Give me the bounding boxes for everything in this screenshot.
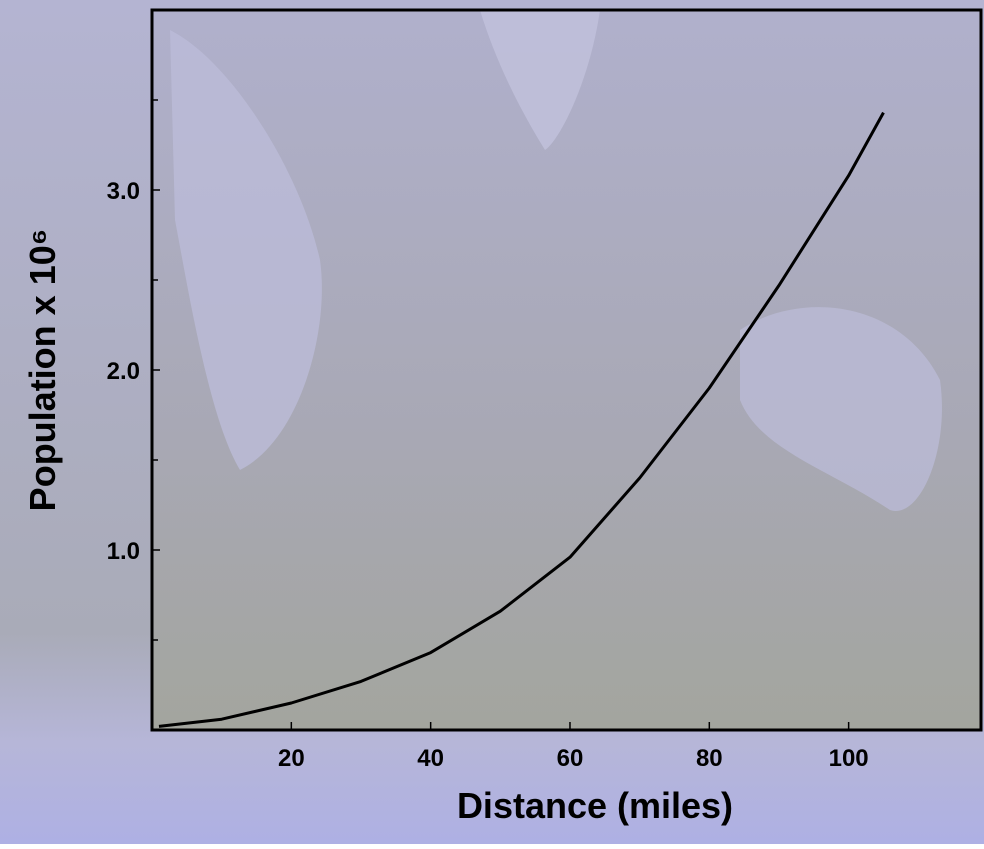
y-tick-label: 3.0 [107, 178, 140, 205]
y-axis-label: Population x 10⁶ [22, 229, 63, 512]
x-tick-label: 40 [417, 745, 444, 772]
x-axis-label: Distance (miles) [457, 785, 733, 826]
chart: Distance (miles) Population x 10⁶ 20 40 60… [0, 0, 984, 844]
page: Distance (miles) Population x 10⁶ 20 40 60… [0, 0, 984, 844]
x-tick-label: 80 [696, 745, 723, 772]
x-tick-label: 100 [829, 745, 869, 772]
y-tick-label: 1.0 [107, 538, 140, 565]
x-tick-label: 60 [557, 745, 584, 772]
y-tick-label: 2.0 [107, 358, 140, 385]
x-tick-label: 20 [278, 745, 305, 772]
